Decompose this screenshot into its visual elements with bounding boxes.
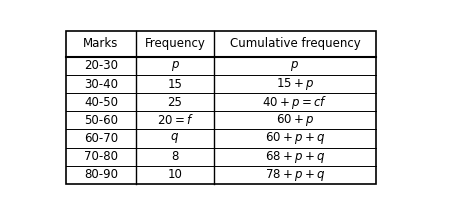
Text: 30-40: 30-40 [84, 78, 118, 91]
Text: $\mathrm{15} + p$: $\mathrm{15} + p$ [276, 76, 314, 92]
Text: $p$: $p$ [290, 59, 299, 73]
Text: 60-70: 60-70 [84, 132, 118, 145]
Text: Cumulative frequency: Cumulative frequency [229, 37, 360, 50]
Text: 15: 15 [167, 78, 182, 91]
Text: 40-50: 40-50 [84, 96, 118, 109]
Text: $q$: $q$ [171, 132, 180, 145]
Text: $\mathrm{78} + p + q$: $\mathrm{78} + p + q$ [265, 167, 325, 183]
Text: 80-90: 80-90 [84, 168, 118, 181]
Text: $\mathrm{60} + p + q$: $\mathrm{60} + p + q$ [265, 130, 325, 147]
Text: 50-60: 50-60 [84, 114, 118, 127]
Text: Marks: Marks [83, 37, 119, 50]
Text: 10: 10 [167, 168, 182, 181]
Text: 70-80: 70-80 [84, 150, 118, 163]
Text: 20-30: 20-30 [84, 59, 118, 72]
Text: Frequency: Frequency [145, 37, 206, 50]
Text: $\mathrm{40} + p = cf$: $\mathrm{40} + p = cf$ [262, 94, 328, 111]
Text: 8: 8 [172, 150, 179, 163]
Text: 25: 25 [167, 96, 182, 109]
Text: $p$: $p$ [171, 59, 179, 73]
Text: $\mathrm{68} + p + q$: $\mathrm{68} + p + q$ [265, 148, 325, 165]
Bar [66, 31, 376, 184]
Text: $\mathrm{20} = f$: $\mathrm{20} = f$ [157, 113, 193, 127]
Text: $\mathrm{60} + p$: $\mathrm{60} + p$ [276, 112, 314, 128]
